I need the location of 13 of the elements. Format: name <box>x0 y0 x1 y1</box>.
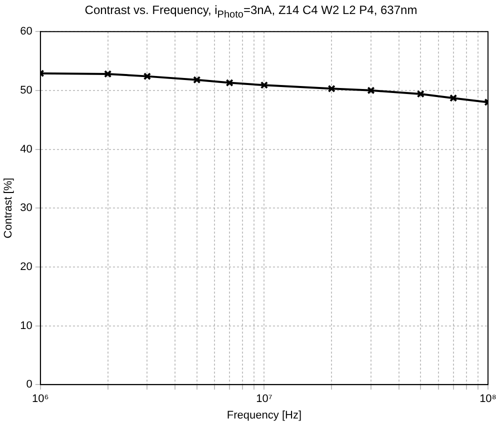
x-tick-label: 10⁷ <box>256 393 272 406</box>
x-axis-title: Frequency [Hz] <box>226 409 302 422</box>
y-tick-label: 10 <box>20 320 32 332</box>
chart-title: Contrast vs. Frequency, i$_{Photo}$=3nA, Z14 C4 W2 L2 P4, 637nm <box>84 2 418 22</box>
y-axis-title: Contrast [%] <box>2 178 15 238</box>
y-tick-label: 20 <box>20 260 32 273</box>
x-tick-label: 10⁸ <box>480 393 496 406</box>
y-tick-label: 0 <box>26 378 32 391</box>
x-tick-label: 10⁶ <box>32 393 49 406</box>
y-tick-label: 30 <box>20 202 32 214</box>
y-tick-label: 50 <box>20 84 32 96</box>
y-tick-label: 60 <box>20 26 32 38</box>
y-tick-label: 40 <box>20 143 32 156</box>
